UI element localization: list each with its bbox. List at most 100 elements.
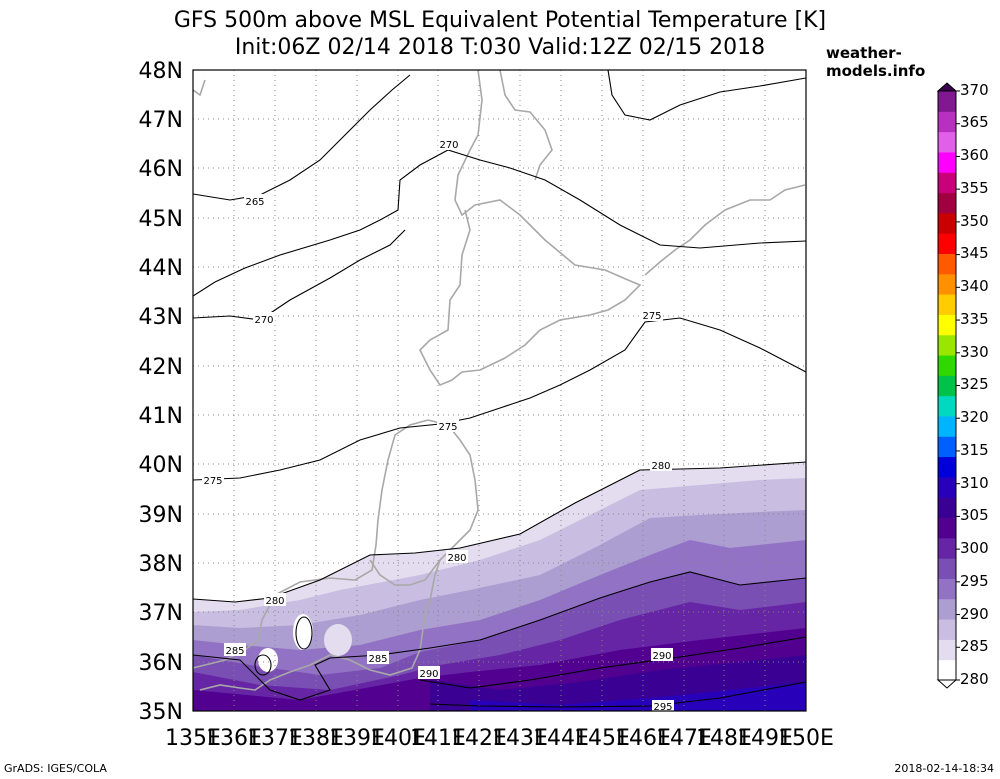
lat-label: 37N <box>139 601 183 626</box>
lon-label: 141E <box>410 726 466 751</box>
contour-label: 275 <box>438 422 457 433</box>
colorbar-label: 335 <box>960 310 989 328</box>
colorbar-max-arrow <box>936 82 958 92</box>
colorbar-swatch <box>938 192 956 214</box>
colorbar-swatch <box>938 172 956 194</box>
shading-layer <box>193 70 806 711</box>
colorbar-swatch <box>938 131 956 153</box>
lat-label: 42N <box>139 355 183 380</box>
site-watermark: weather-models.info <box>826 44 926 80</box>
lat-label: 48N <box>139 59 183 84</box>
colorbar-label: 305 <box>960 506 989 524</box>
colorbar-swatch <box>938 314 956 336</box>
colorbar-label: 355 <box>960 179 989 197</box>
colorbar-label: 330 <box>960 343 989 361</box>
longitude-axis: 135E 136E 137E 138E 139E 140E 141E 142E … <box>165 726 834 751</box>
colorbar-label: 340 <box>960 277 989 295</box>
contour-label: 275 <box>642 311 661 322</box>
colorbar-label: 315 <box>960 441 989 459</box>
lat-label: 35N <box>139 700 183 725</box>
lat-label: 45N <box>139 207 183 232</box>
lat-label: 39N <box>139 503 183 528</box>
colorbar-swatch <box>938 151 956 173</box>
contour-label: 270 <box>439 140 458 151</box>
lon-label: 137E <box>247 726 303 751</box>
colorbar-swatch <box>938 558 956 579</box>
contour-label: 265 <box>245 197 264 208</box>
footer-credit: GrADS: IGES/COLA <box>4 762 107 775</box>
coastlines <box>193 70 806 691</box>
lon-label: 149E <box>737 726 793 751</box>
colorbar-swatch <box>938 659 956 681</box>
colorbar-swatch <box>938 497 956 519</box>
lat-label: 46N <box>139 157 183 182</box>
colorbar-label: 290 <box>960 605 989 623</box>
lon-label: 147E <box>656 726 712 751</box>
colorbar-label: 365 <box>960 113 989 131</box>
contour-label: 275 <box>203 476 222 487</box>
contour-label: 280 <box>447 553 466 564</box>
lat-label: 38N <box>139 552 183 577</box>
contour-label: 285 <box>368 654 387 665</box>
lon-label: 148E <box>696 726 752 751</box>
colorbar-label: 350 <box>960 212 989 230</box>
contour-label: 285 <box>225 646 244 657</box>
colorbar-swatch <box>938 476 956 498</box>
colorbar-swatch <box>938 273 956 295</box>
contour-label: 270 <box>254 315 273 326</box>
colorbar-labels: 370 365 360 355 350 345 340 335 330 325 … <box>960 81 989 688</box>
colorbar-label: 300 <box>960 539 989 557</box>
lat-label: 43N <box>139 305 183 330</box>
colorbar-swatch <box>938 517 956 539</box>
colorbar-label: 370 <box>960 81 989 99</box>
colorbar-swatch <box>938 598 956 620</box>
contour-label: 290 <box>652 651 671 662</box>
colorbar-swatch <box>938 639 956 661</box>
plot-frame <box>192 69 807 712</box>
contour-labels: 270 265 270 275 275 275 280 280 280 285 … <box>202 137 674 713</box>
lon-label: 142E <box>451 726 507 751</box>
contour-label: 280 <box>265 596 284 607</box>
lat-label: 36N <box>139 651 183 676</box>
lon-label: 135E <box>165 726 221 751</box>
colorbar-swatch <box>938 375 956 397</box>
colorbar-label: 310 <box>960 474 989 492</box>
colorbar-swatch <box>938 436 956 458</box>
lat-label: 47N <box>139 108 183 133</box>
chart-subtitle: Init:06Z 02/14 2018 T:030 Valid:12Z 02/1… <box>234 35 766 60</box>
lat-label: 44N <box>139 256 183 281</box>
grid-lines <box>193 70 806 711</box>
lon-label: 150E <box>778 726 834 751</box>
lat-label: 41N <box>139 404 183 429</box>
lon-label: 140E <box>370 726 426 751</box>
lon-label: 146E <box>615 726 671 751</box>
colorbar-swatch <box>938 537 956 559</box>
colorbar-swatch <box>938 456 956 478</box>
colorbar-swatch <box>938 294 956 315</box>
chart-title: GFS 500m above MSL Equivalent Potential … <box>173 8 827 33</box>
colorbar-swatch <box>938 212 956 234</box>
contour-label: 280 <box>651 461 670 472</box>
colorbar-swatch <box>938 233 956 254</box>
lon-label: 144E <box>533 726 589 751</box>
colorbar-swatch <box>938 578 956 600</box>
footer-timestamp: 2018-02-14-18:34 <box>894 762 994 775</box>
colorbar-min-arrow <box>936 679 958 689</box>
lon-label: 143E <box>492 726 548 751</box>
colorbar-swatch <box>938 355 956 376</box>
latitude-axis: 48N 47N 46N 45N 44N 43N 42N 41N 40N 39N … <box>139 59 183 725</box>
colorbar-swatch <box>938 395 956 417</box>
lon-label: 145E <box>574 726 630 751</box>
colorbar-label: 360 <box>960 146 989 164</box>
colorbar-swatch <box>938 334 956 356</box>
contour-label: 290 <box>419 669 438 680</box>
colorbar-label: 295 <box>960 572 989 590</box>
colorbar-label: 345 <box>960 244 989 262</box>
colorbar-swatch <box>938 111 956 133</box>
contour-label: 295 <box>653 702 672 713</box>
lon-label: 138E <box>288 726 344 751</box>
colorbar-swatch <box>938 91 956 112</box>
colorbar-label: 285 <box>960 637 989 655</box>
colorbar-swatch <box>938 415 956 437</box>
